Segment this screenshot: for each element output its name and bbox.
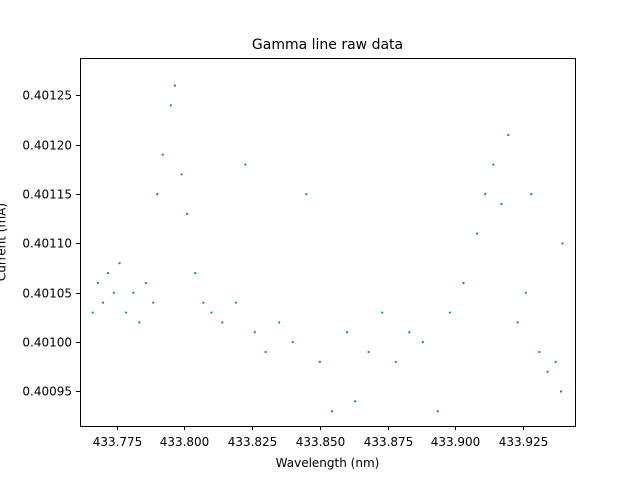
data-point: [492, 163, 495, 166]
data-point: [291, 341, 294, 344]
data-point: [264, 350, 267, 354]
y-tick-label: 0.40095: [22, 385, 72, 399]
data-point: [132, 291, 135, 294]
x-tick-label: 433.825: [228, 435, 278, 449]
data-point: [106, 271, 110, 275]
y-tick-label: 0.40105: [22, 287, 72, 301]
data-points: [91, 84, 564, 413]
data-point: [561, 242, 564, 245]
y-tick-label: 0.40115: [22, 188, 72, 202]
data-point: [234, 301, 237, 304]
x-tick-label: 433.800: [160, 435, 210, 449]
y-tick-label: 0.40120: [22, 139, 72, 153]
data-point: [381, 311, 384, 314]
data-point: [500, 202, 503, 206]
data-point: [367, 350, 370, 354]
data-point: [345, 331, 349, 334]
data-point: [118, 262, 121, 265]
x-tick-label: 433.775: [93, 435, 143, 449]
data-point: [546, 370, 549, 373]
axes-frame: [80, 58, 576, 427]
data-point: [96, 281, 99, 285]
x-tick-label: 433.875: [364, 435, 414, 449]
y-tick-label: 0.40100: [22, 336, 72, 350]
data-point: [554, 360, 557, 363]
data-point: [394, 360, 397, 363]
data-point: [152, 301, 155, 304]
data-point: [180, 173, 183, 176]
data-point: [253, 331, 256, 334]
data-point: [516, 321, 519, 324]
x-tick-label: 433.850: [296, 435, 346, 449]
data-point: [169, 104, 172, 107]
data-point: [354, 400, 357, 403]
data-point: [559, 390, 563, 393]
data-point: [538, 350, 541, 354]
data-point: [524, 291, 527, 294]
data-point: [91, 311, 94, 314]
data-point: [318, 360, 321, 363]
data-point: [185, 212, 189, 215]
data-point: [156, 193, 159, 196]
x-axis: 433.775 433.800 433.825 433.850 433.875 433.9…: [93, 426, 549, 449]
data-point: [101, 301, 105, 304]
x-axis-label: Wavelength (nm): [276, 456, 380, 470]
data-point: [278, 321, 281, 324]
y-tick-label: 0.40110: [22, 237, 72, 251]
data-point: [448, 311, 452, 314]
y-tick-label: 0.40125: [22, 89, 72, 103]
data-point: [436, 410, 439, 413]
data-point: [507, 133, 510, 137]
data-point: [161, 153, 164, 156]
data-point: [202, 301, 205, 304]
data-point: [244, 163, 247, 166]
x-tick-label: 433.900: [431, 435, 481, 449]
y-axis-label: Current (mA): [0, 203, 9, 281]
data-point: [305, 193, 308, 196]
data-point: [530, 193, 533, 196]
data-point: [408, 331, 411, 334]
data-point: [112, 291, 115, 294]
data-point: [484, 193, 487, 196]
chart-title: Gamma line raw data: [252, 37, 403, 53]
data-point: [475, 232, 479, 235]
data-point: [173, 84, 176, 87]
data-point: [138, 321, 141, 324]
data-point: [462, 281, 465, 285]
y-axis: 0.40095 0.40100 0.40105 0.40110 0.40115 0.401…: [22, 89, 80, 399]
data-point: [144, 281, 147, 285]
x-tick-label: 433.925: [499, 435, 549, 449]
data-point: [194, 271, 197, 275]
data-point: [221, 321, 224, 324]
data-point: [210, 311, 213, 314]
data-point: [330, 410, 334, 413]
data-point: [124, 311, 128, 314]
data-point: [421, 341, 424, 344]
